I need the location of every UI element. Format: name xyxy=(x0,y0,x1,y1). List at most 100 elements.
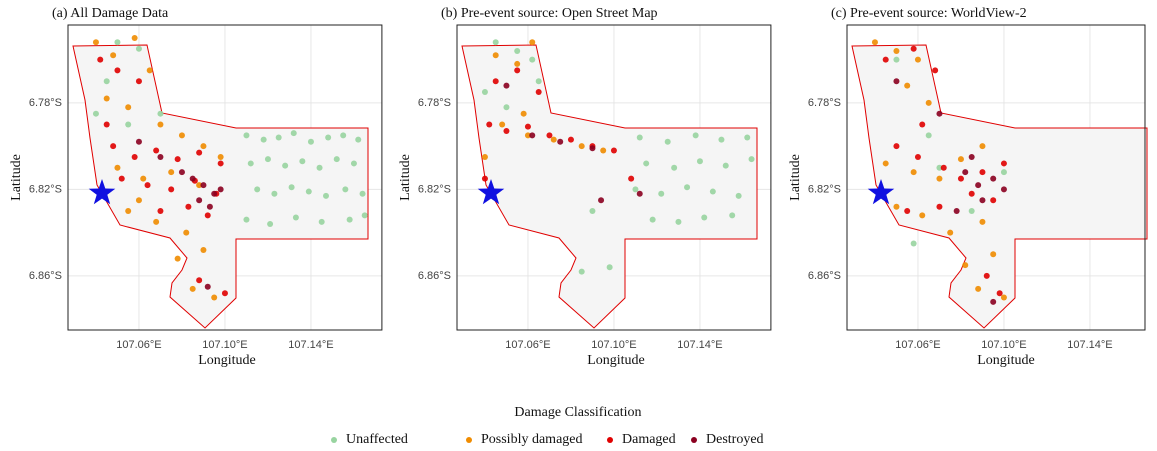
building-point xyxy=(940,164,947,171)
building-point xyxy=(979,143,986,150)
building-point xyxy=(735,192,742,199)
building-point xyxy=(125,104,132,111)
building-point xyxy=(264,156,271,163)
building-point xyxy=(919,121,926,128)
building-point xyxy=(318,218,325,225)
building-point xyxy=(174,255,181,262)
building-point xyxy=(204,283,211,290)
y-tick-label: 6.78°S xyxy=(29,97,62,109)
building-point xyxy=(503,104,510,111)
epicenter xyxy=(88,179,116,205)
building-point xyxy=(243,216,250,223)
building-point xyxy=(968,208,975,215)
building-point xyxy=(514,67,521,74)
building-point xyxy=(925,99,932,106)
x-tick-label: 107.06°E xyxy=(505,339,550,351)
building-point xyxy=(114,67,121,74)
building-point xyxy=(893,47,900,54)
building-point xyxy=(103,78,110,85)
building-point xyxy=(709,188,716,195)
building-point xyxy=(282,162,289,169)
building-point xyxy=(153,218,160,225)
building-point xyxy=(936,164,943,171)
building-point xyxy=(204,212,211,219)
study-area-edge xyxy=(625,127,758,240)
building-point xyxy=(157,110,164,117)
building-point xyxy=(333,156,340,163)
building-point xyxy=(649,216,656,223)
building-point xyxy=(1000,160,1007,167)
y-tick-label: 6.82°S xyxy=(418,183,451,195)
building-point xyxy=(968,190,975,197)
building-point xyxy=(200,182,207,189)
y-tick-label: 6.86°S xyxy=(29,270,62,282)
x-tick-label: 107.14°E xyxy=(677,339,722,351)
building-point xyxy=(217,186,224,193)
building-point xyxy=(323,192,329,199)
building-point xyxy=(135,78,142,85)
building-point xyxy=(968,153,975,160)
building-point xyxy=(692,132,699,139)
building-point xyxy=(904,208,911,215)
building-point xyxy=(211,190,218,197)
building-point xyxy=(936,175,943,182)
x-axis-label: Longitude xyxy=(977,353,1035,368)
building-point xyxy=(893,78,900,85)
building-point xyxy=(514,60,521,67)
building-point xyxy=(524,132,531,139)
building-point xyxy=(350,160,357,167)
building-point xyxy=(990,298,997,305)
building-point xyxy=(1000,186,1007,193)
y-tick-label: 6.82°S xyxy=(29,183,62,195)
panel: (b) Pre-event source: Open Street Map Lat… xyxy=(398,6,772,368)
building-point xyxy=(157,208,164,215)
study-area-edge xyxy=(236,127,369,240)
y-axis-label: Latitude xyxy=(398,154,413,201)
building-point xyxy=(628,175,635,182)
legend-label: Damaged xyxy=(622,432,676,447)
building-point xyxy=(882,56,889,63)
legend-key xyxy=(691,437,697,443)
building-point xyxy=(550,136,557,143)
building-point xyxy=(110,52,117,59)
building-point xyxy=(217,160,224,167)
building-point xyxy=(247,160,254,167)
building-point xyxy=(178,169,185,176)
building-point xyxy=(196,197,203,204)
building-point xyxy=(168,169,175,176)
building-point xyxy=(254,186,261,193)
building-point xyxy=(910,240,917,247)
building-point xyxy=(643,160,650,167)
building-point xyxy=(529,56,536,63)
building-point xyxy=(178,132,185,139)
building-point xyxy=(520,110,527,117)
building-point xyxy=(140,175,147,182)
building-point xyxy=(729,212,736,219)
building-point xyxy=(325,134,332,141)
building-point xyxy=(658,190,665,197)
legend-key xyxy=(607,437,613,443)
building-point xyxy=(481,153,488,160)
building-point xyxy=(567,136,574,143)
building-point xyxy=(146,67,153,74)
building-point xyxy=(135,197,142,204)
building-point xyxy=(342,186,349,193)
legend-key xyxy=(331,437,337,443)
building-point xyxy=(990,175,997,182)
building-point xyxy=(600,147,607,154)
building-point xyxy=(114,164,121,171)
building-point xyxy=(135,45,142,52)
building-point xyxy=(718,136,725,143)
building-point xyxy=(722,162,729,169)
building-point xyxy=(144,182,151,189)
building-point xyxy=(684,184,691,191)
building-point xyxy=(979,169,986,176)
panel: (c) Pre-event source: WorldView-2 Latitud… xyxy=(788,6,1148,368)
plot-border xyxy=(846,24,1146,331)
building-point xyxy=(914,56,921,63)
panel: (a) All Damage Data Latitude Longitude 107.… xyxy=(9,6,383,368)
building-point xyxy=(990,251,997,258)
building-point xyxy=(118,175,125,182)
building-point xyxy=(211,294,218,301)
